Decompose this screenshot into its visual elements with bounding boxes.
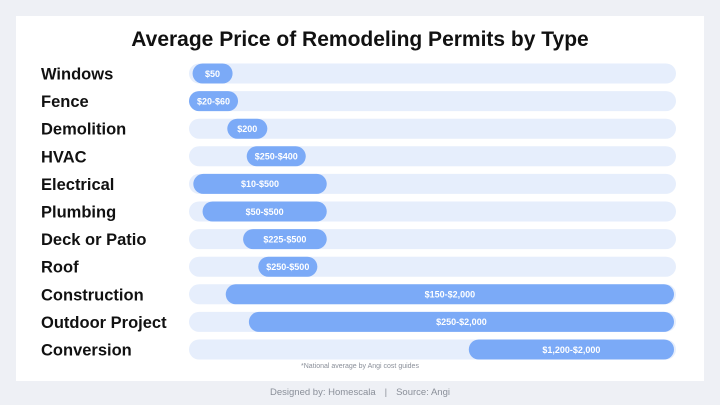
bar-value-label-electrical: $10-$500 (241, 179, 279, 189)
range-bar-construction (225, 284, 674, 305)
category-label-demolition: Demolition (41, 121, 126, 139)
bar-value-label-deck-or-patio: $225-$500 (263, 234, 306, 244)
chart-footnote: *National average by Angi cost guides (301, 363, 419, 370)
category-label-roof: Roof (41, 259, 79, 277)
bar-value-label-roof: $250-$500 (266, 262, 309, 272)
bar-track-demolition (189, 118, 676, 139)
category-label-outdoor-project: Outdoor Project (41, 314, 167, 332)
page-footer: Designed by: Homescala | Source: Angi (0, 387, 720, 398)
category-label-deck-or-patio: Deck or Patio (41, 231, 146, 249)
bar-value-label-fence: $20-$60 (197, 96, 230, 106)
category-label-conversion: Conversion (41, 342, 132, 360)
chart-title: Average Price of Remodeling Permits by T… (131, 28, 589, 51)
range-bar-fence (189, 91, 239, 112)
range-bar-windows (192, 63, 233, 84)
category-label-hvac: HVAC (41, 148, 87, 166)
bar-value-label-plumbing: $50-$500 (246, 207, 284, 217)
bar-track-fence (189, 91, 676, 112)
bar-value-label-demolition: $200 (237, 124, 257, 134)
designed-by-credit: Designed by: Homescala (270, 387, 376, 398)
range-bar-roof (258, 256, 318, 277)
source-credit: Source: Angi (396, 387, 450, 398)
range-bar-deck-or-patio (243, 229, 327, 250)
category-label-electrical: Electrical (41, 176, 114, 194)
bar-value-label-conversion: $1,200-$2,000 (542, 345, 600, 355)
category-label-construction: Construction (41, 286, 144, 304)
range-bar-conversion (468, 339, 674, 360)
category-label-windows: Windows (41, 66, 113, 84)
bar-value-label-construction: $150-$2,000 (425, 290, 476, 300)
range-bar-chart: Windows $50 Fence $20-$60 Demolition $200 HVAC… (41, 63, 676, 360)
category-label-fence: Fence (41, 93, 89, 111)
range-bar-outdoor-project (248, 311, 674, 332)
bar-track-hvac (189, 146, 676, 167)
bar-value-label-hvac: $250-$400 (255, 152, 298, 162)
category-label-plumbing: Plumbing (41, 204, 116, 222)
range-bar-plumbing (202, 201, 327, 222)
bar-track-windows (189, 63, 676, 84)
bar-value-label-outdoor-project: $250-$2,000 (436, 317, 487, 327)
range-bar-hvac (246, 146, 306, 167)
range-bar-electrical (193, 173, 327, 194)
bar-value-label-windows: $50 (205, 69, 220, 79)
range-bar-demolition (227, 118, 268, 139)
chart-card: Average Price of Remodeling Permits by T… (16, 16, 704, 381)
footer-separator: | (384, 387, 388, 398)
